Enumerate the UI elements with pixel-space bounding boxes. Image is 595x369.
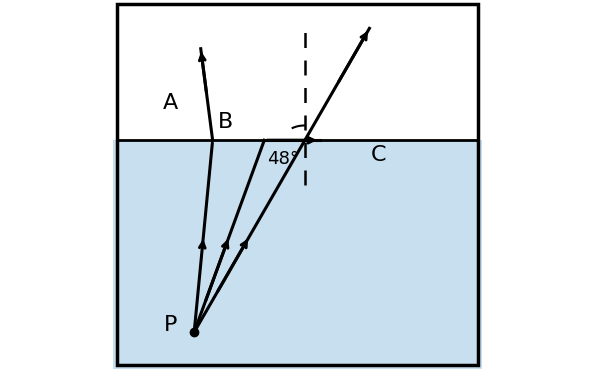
Text: 48°: 48° bbox=[267, 150, 299, 168]
FancyBboxPatch shape bbox=[113, 0, 482, 140]
Text: A: A bbox=[162, 93, 178, 113]
Text: C: C bbox=[371, 145, 386, 165]
Text: B: B bbox=[218, 112, 233, 132]
FancyBboxPatch shape bbox=[113, 140, 482, 369]
Text: P: P bbox=[164, 315, 177, 335]
